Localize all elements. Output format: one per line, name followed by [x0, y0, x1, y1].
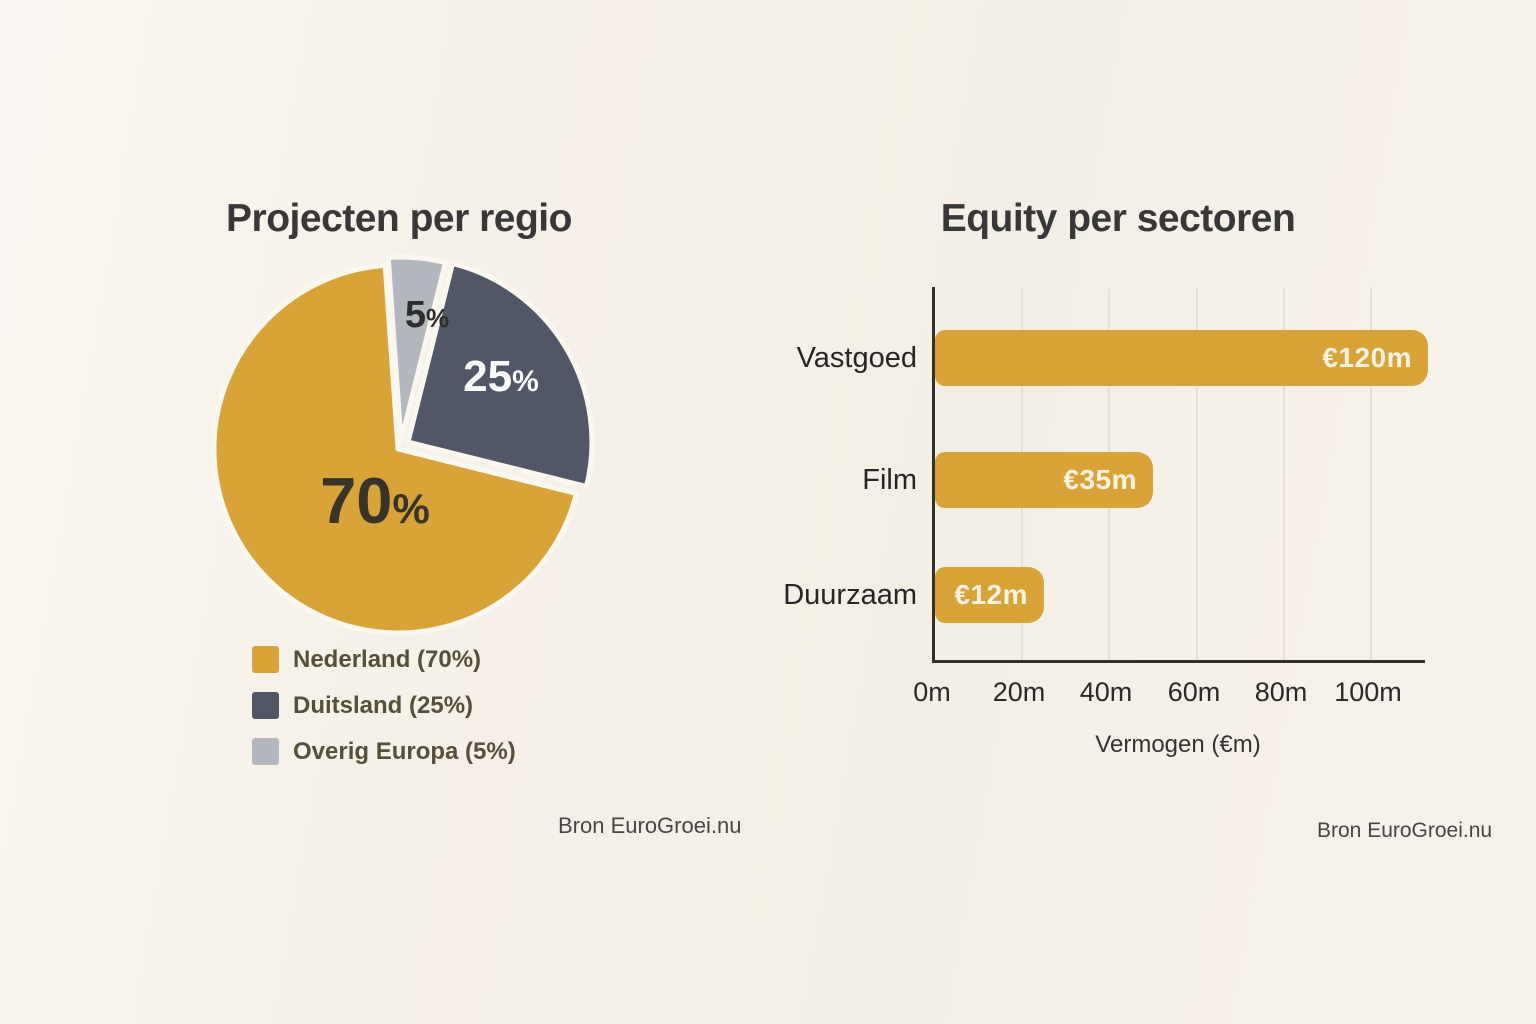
- legend-label: Duitsland (25%): [293, 691, 474, 719]
- bar-chart-title: Equity per sectoren: [940, 197, 1296, 240]
- x-tick-label-60m: 60m: [1167, 677, 1221, 707]
- legend-item-nederland: Nederland (70%): [252, 646, 516, 673]
- gridline-100m: [1370, 287, 1372, 660]
- category-label-vastgoed: Vastgoed: [796, 342, 917, 374]
- bar-film: €35m: [935, 452, 1153, 508]
- category-label-film: Film: [862, 464, 917, 496]
- legend-swatch: [252, 646, 279, 673]
- gridline-80m: [1283, 287, 1285, 660]
- bar-value-label: €35m: [1063, 464, 1137, 495]
- bar-vastgoed: €120m: [935, 330, 1428, 386]
- legend-swatch: [252, 738, 279, 765]
- legend-item-overig-europa: Overig Europa (5%): [252, 738, 516, 765]
- bar-value-label: €120m: [1322, 342, 1412, 373]
- pie-slice-overig-europa: [385, 254, 448, 444]
- x-tick-label-0m: 0m: [913, 677, 951, 707]
- bar-duurzaam: €12m: [935, 567, 1044, 623]
- category-label-duurzaam: Duurzaam: [783, 579, 917, 611]
- x-tick-label-100m: 100m: [1334, 677, 1402, 707]
- x-axis-label: Vermogen (€m): [1095, 731, 1261, 758]
- pie-legend: Nederland (70%) Duitsland (25%) Overig Eur…: [252, 646, 516, 784]
- bar-value-label: €12m: [954, 579, 1028, 610]
- x-tick-label-20m: 20m: [992, 677, 1046, 707]
- source-note-left: Bron EuroGroei.nu: [558, 813, 742, 838]
- bar-plot-area: €120m €35m €12m: [932, 287, 1428, 663]
- legend-label: Nederland (70%): [293, 645, 482, 673]
- x-tick-label-80m: 80m: [1254, 677, 1308, 707]
- legend-swatch: [252, 692, 279, 719]
- legend-item-duitsland: Duitsland (25%): [252, 692, 516, 719]
- source-note-right: Bron EuroGroei.nu: [1317, 819, 1493, 842]
- pie-slice-value-label: 70%: [320, 464, 430, 537]
- gridline-60m: [1196, 287, 1198, 660]
- pie-slice-duitsland: [405, 261, 595, 489]
- legend-label: Overig Europa (5%): [293, 737, 516, 765]
- pie-chart: 70% 25% 5%: [211, 254, 595, 636]
- x-tick-label-40m: 40m: [1079, 677, 1133, 707]
- pie-slice-value-label: 5%: [405, 294, 449, 336]
- pie-slice-value-label: 25%: [463, 352, 539, 401]
- pie-slice-nederland: [211, 262, 579, 636]
- pie-chart-title: Projecten per regio: [226, 197, 572, 240]
